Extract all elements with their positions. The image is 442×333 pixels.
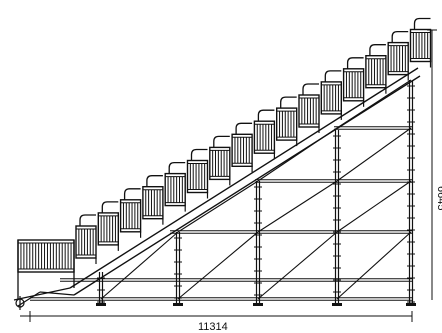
seating-step [387, 41, 409, 76]
step-frame [97, 212, 120, 246]
base-plate [173, 303, 183, 306]
backrest-rail [302, 83, 319, 95]
backrest-rail [346, 57, 364, 69]
base-plate [406, 303, 416, 306]
backrest-rail [235, 122, 253, 135]
stair-stringer [13, 67, 421, 310]
seating-step [365, 55, 387, 89]
step-frame [409, 28, 432, 63]
backrest-rail [413, 17, 431, 30]
scaffold-brace [177, 180, 259, 233]
step-frame [119, 199, 142, 233]
base-plate [253, 303, 263, 306]
step-frame [320, 81, 342, 115]
stringer-top-edge [69, 67, 419, 289]
step-frame [164, 172, 186, 207]
seating-step [342, 68, 365, 102]
stringer-base-edge [39, 291, 75, 296]
seating-step [119, 199, 142, 233]
width-dimension-label: 11314 [198, 321, 228, 333]
scaffold-frame [30, 79, 416, 306]
height-dimension-label: 6645 [435, 186, 442, 210]
dimension-lines [20, 29, 437, 322]
backrest-rail [391, 30, 409, 43]
backrest-rail [146, 175, 163, 187]
scaffold-brace [100, 231, 179, 300]
stringer-bottom-edge [73, 75, 421, 296]
seating-step [276, 107, 298, 141]
seating-step [97, 212, 120, 246]
seating-step [142, 185, 164, 220]
seating-step [231, 133, 253, 168]
step-frame [365, 55, 387, 89]
scaffold-brace [177, 231, 259, 300]
backrest-rail [213, 135, 230, 148]
step-frame [231, 133, 253, 168]
seating-step [164, 172, 186, 207]
backrest-rail [123, 188, 141, 200]
seating-step [409, 28, 432, 63]
base-plate [96, 303, 106, 306]
seating-steps [17, 17, 432, 300]
seating-step [320, 81, 342, 115]
backrest-rail [168, 161, 186, 174]
step-frame [342, 68, 365, 102]
backrest-rail [257, 109, 275, 122]
landing-module [17, 239, 75, 273]
step-frame [186, 159, 209, 194]
seating-step [75, 225, 97, 259]
base-plate [332, 303, 342, 306]
seating-step [253, 120, 276, 154]
seating-step [186, 159, 209, 194]
scaffold-brace [257, 231, 338, 300]
step-frame [298, 94, 320, 128]
backrest-rail [79, 214, 96, 226]
seating-step [298, 94, 320, 128]
backrest-rail [324, 70, 342, 82]
backrest-rail [280, 96, 297, 109]
step-frame [276, 107, 298, 141]
backrest-rail [190, 148, 208, 161]
landing-foot [17, 291, 41, 307]
scaffold-brace [336, 180, 412, 233]
step-frame [253, 120, 276, 154]
backrest-rail [101, 201, 119, 213]
seating-step [209, 146, 231, 181]
scaffold-brace [336, 127, 412, 182]
scaffold-brace [336, 231, 412, 300]
scaffold-brace [257, 180, 338, 233]
landing-edge [13, 287, 71, 301]
step-frame [142, 185, 164, 220]
backrest-rail [369, 44, 386, 56]
step-frame [75, 225, 97, 259]
step-frame [209, 146, 231, 181]
step-frame [387, 41, 409, 76]
